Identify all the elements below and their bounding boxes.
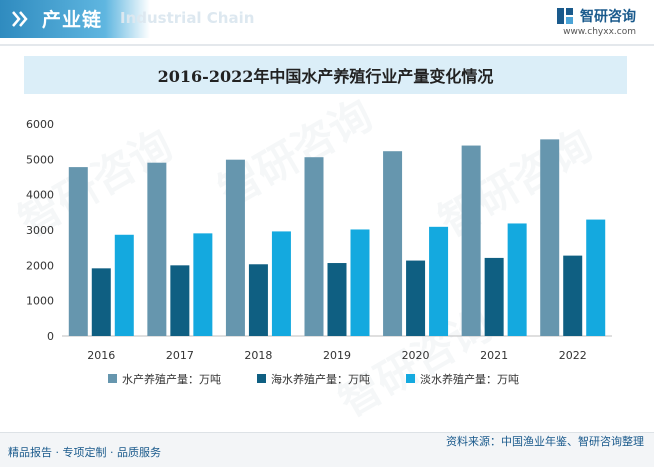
x-tick-label: 2019 (323, 349, 351, 362)
bar-3 (507, 223, 527, 336)
bar-2 (248, 264, 268, 336)
bar-2 (327, 263, 347, 336)
brand-logo-icon (557, 8, 573, 24)
footer-tagline: 精品报告 · 专项定制 · 品质服务 (8, 446, 161, 459)
brand-name: 智研咨询 (580, 9, 636, 25)
x-tick-label: 2016 (87, 349, 115, 362)
legend-label-3: 淡水养殖产量：万吨 (420, 372, 519, 386)
bar-2 (484, 257, 504, 336)
brand: 智研咨询 (556, 6, 636, 26)
x-tick-label: 2020 (402, 349, 430, 362)
section-subtitle-en: Industrial Chain (120, 9, 255, 27)
bar-3 (271, 231, 291, 336)
legend-label-1: 水产养殖产量：万吨 (122, 372, 221, 386)
y-tick-label: 1000 (26, 295, 54, 308)
bar-1 (304, 157, 324, 336)
x-tick-label: 2022 (559, 349, 587, 362)
brand-url: www.chyxx.com (563, 27, 636, 37)
bar-3 (114, 234, 134, 336)
y-tick-label: 3000 (26, 224, 54, 237)
source-text: 资料来源：中国渔业年鉴、智研咨询整理 (446, 435, 644, 448)
legend-swatch-2 (257, 374, 266, 383)
y-tick-label: 2000 (26, 259, 54, 272)
bar-1 (461, 145, 481, 336)
header-divider (0, 44, 654, 46)
legend-swatch-1 (108, 374, 117, 383)
y-tick-label: 5000 (26, 153, 54, 166)
legend-swatch-3 (406, 374, 415, 383)
bar-2 (406, 260, 426, 336)
y-tick-label: 0 (47, 330, 54, 343)
bar-1 (68, 167, 88, 336)
bar-3 (586, 219, 606, 336)
y-tick-label: 4000 (26, 189, 54, 202)
chart-title: 2016-2022年中国水产养殖行业产量变化情况 (157, 67, 494, 86)
chart-title-box: 2016-2022年中国水产养殖行业产量变化情况 (24, 56, 627, 94)
footer: 精品报告 · 专项定制 · 品质服务 资料来源：中国渔业年鉴、智研咨询整理 (0, 432, 654, 467)
bar-2 (563, 255, 583, 336)
bar-3 (429, 226, 449, 336)
section-title: 产业链 (42, 9, 103, 31)
bar-3 (193, 233, 213, 336)
bar-chart: 0 1000 2000 3000 4000 5000 6000 2016 2017 2018 201… (26, 118, 612, 386)
x-tick-label: 2021 (480, 349, 508, 362)
x-tick-label: 2018 (244, 349, 272, 362)
double-chevron-icon (12, 11, 28, 27)
bar-3 (350, 229, 370, 336)
bar-1 (540, 139, 560, 336)
bar-1 (147, 162, 167, 336)
source-note: 资料来源：中国渔业年鉴、智研咨询整理 (446, 433, 644, 449)
bar-1 (383, 151, 403, 336)
y-tick-label: 6000 (26, 118, 54, 131)
top-bar: 产业链 Industrial Chain 智研咨询 www.chyxx.com (0, 0, 654, 38)
legend-label-2: 海水养殖产量：万吨 (271, 372, 370, 386)
x-tick-label: 2017 (166, 349, 194, 362)
bar-2 (170, 265, 190, 336)
bar-2 (91, 268, 111, 336)
bar-1 (225, 159, 245, 336)
